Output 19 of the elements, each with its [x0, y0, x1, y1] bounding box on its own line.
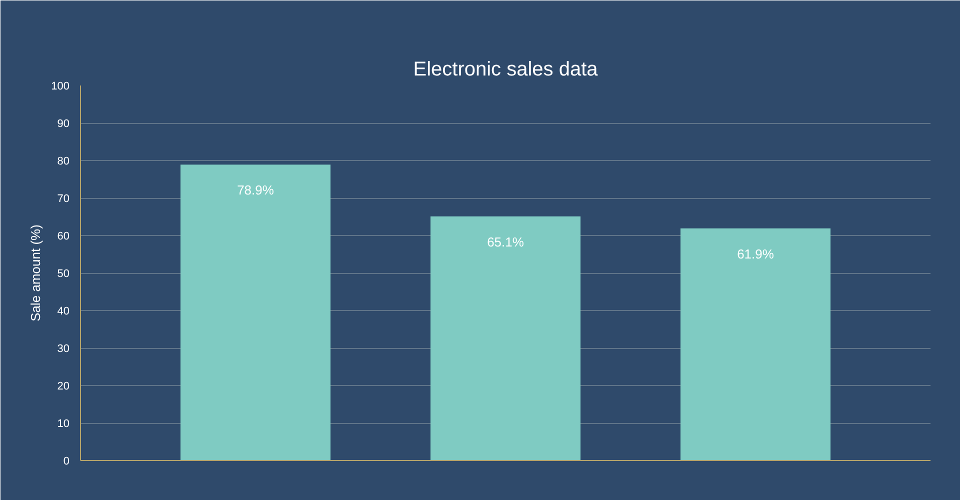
y-tick-label: 40: [57, 306, 70, 318]
bar: [180, 164, 330, 460]
bar: [430, 216, 580, 460]
y-tick-label: 30: [57, 343, 70, 355]
y-tick-label: 100: [51, 80, 70, 92]
data-label: 61.9%: [737, 246, 774, 262]
y-tick-label: 0: [63, 456, 70, 468]
bar: [680, 228, 830, 460]
y-tick-label: 10: [57, 418, 70, 430]
y-axis-title: Sale amount (%): [28, 224, 44, 322]
y-tick-label: 20: [57, 380, 70, 392]
y-tick-label: 90: [57, 118, 70, 130]
data-label: 65.1%: [487, 234, 524, 250]
y-tick-label: 50: [57, 268, 70, 280]
chart-title: Electronic sales data: [413, 58, 599, 80]
y-tick-label: 60: [57, 230, 70, 242]
y-tick-label: 70: [57, 193, 70, 205]
data-label: 78.9%: [237, 182, 274, 198]
y-tick-label: 80: [57, 156, 70, 168]
